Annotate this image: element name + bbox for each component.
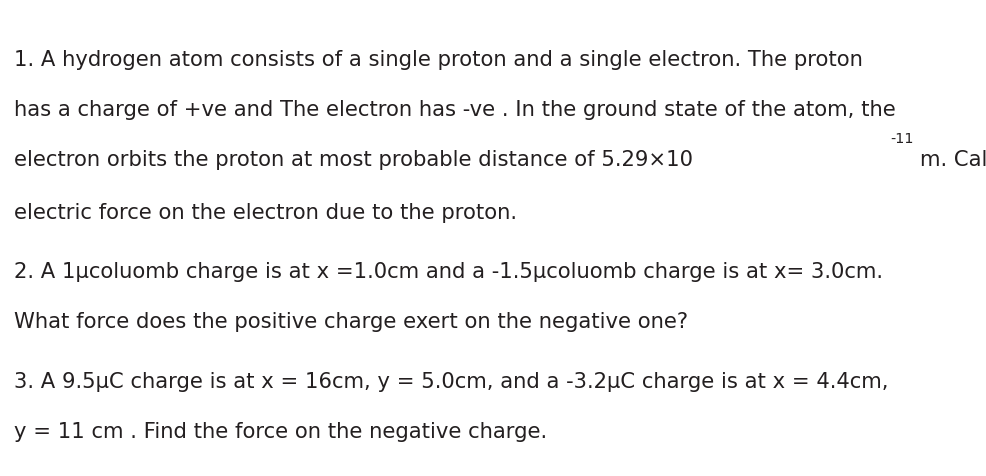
Text: 2. A 1μcoluomb charge is at x =1.0cm and a -1.5μcoluomb charge is at x= 3.0cm.: 2. A 1μcoluomb charge is at x =1.0cm and… — [14, 262, 882, 282]
Text: What force does the positive charge exert on the negative one?: What force does the positive charge exer… — [14, 312, 688, 332]
Text: electric force on the electron due to the proton.: electric force on the electron due to th… — [14, 202, 517, 222]
Text: m. Calculate the: m. Calculate the — [920, 150, 986, 170]
Text: electron orbits the proton at most probable distance of 5.29×10: electron orbits the proton at most proba… — [14, 150, 693, 170]
Text: 1. A hydrogen atom consists of a single proton and a single electron. The proton: 1. A hydrogen atom consists of a single … — [14, 50, 863, 70]
Text: y = 11 cm . Find the force on the negative charge.: y = 11 cm . Find the force on the negati… — [14, 421, 547, 441]
Text: 3. A 9.5μC charge is at x = 16cm, y = 5.0cm, and a -3.2μC charge is at x = 4.4cm: 3. A 9.5μC charge is at x = 16cm, y = 5.… — [14, 371, 888, 391]
Text: has a charge of +ve and The electron has -ve . In the ground state of the atom, : has a charge of +ve and The electron has… — [14, 100, 895, 120]
Text: -11: -11 — [890, 132, 913, 146]
